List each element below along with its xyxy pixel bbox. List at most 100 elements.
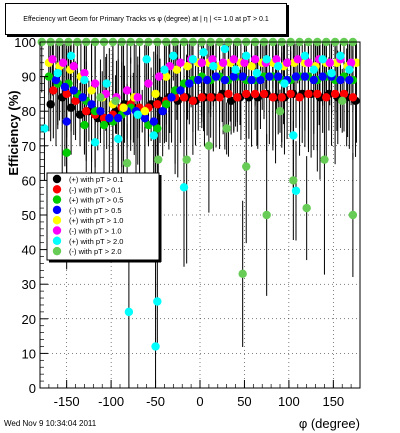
data-point [133, 93, 142, 102]
data-point [289, 131, 298, 140]
data-point [256, 75, 265, 85]
data-point [158, 107, 167, 116]
legend-marker [52, 205, 62, 215]
data-point [154, 155, 163, 164]
data-point [322, 93, 331, 102]
y-tick-label: 70 [22, 139, 36, 154]
data-point [199, 48, 208, 57]
data-point [238, 72, 247, 81]
data-point [250, 55, 260, 64]
legend-label: (+) with pT > 2.0 [69, 237, 123, 246]
legend-label: (+) with pT > 1.0 [69, 216, 123, 225]
data-point [188, 55, 198, 64]
data-point [185, 79, 194, 88]
data-point [197, 58, 206, 67]
data-point [90, 138, 100, 147]
data-point [304, 58, 313, 67]
data-point [274, 62, 283, 71]
data-point [293, 55, 302, 64]
data-point [229, 55, 238, 64]
data-point [265, 72, 274, 81]
data-point [176, 86, 185, 95]
legend-marker [52, 195, 62, 204]
x-tick-label: 100 [278, 394, 300, 409]
data-point [142, 55, 151, 64]
data-point [99, 120, 109, 130]
data-point [188, 96, 198, 106]
legend-label: (+) with pT > 0.1 [69, 175, 123, 184]
data-point [172, 65, 182, 74]
data-point [114, 134, 123, 144]
data-point [291, 72, 301, 81]
data-point [346, 58, 356, 67]
data-point [289, 176, 298, 185]
data-point [153, 297, 162, 306]
legend-marker [52, 216, 62, 225]
data-point [66, 51, 76, 61]
x-tick-label: 50 [237, 394, 251, 409]
data-point [300, 72, 310, 81]
data-point [320, 155, 329, 164]
data-point [40, 124, 49, 133]
data-point [51, 75, 61, 85]
data-point [183, 62, 192, 71]
data-point [69, 62, 78, 71]
y-tick-label: 40 [22, 243, 36, 258]
data-point [169, 51, 178, 61]
y-tick-label: 50 [22, 208, 36, 223]
data-point [162, 100, 171, 109]
data-point [238, 269, 247, 279]
data-point [275, 107, 285, 116]
data-point [309, 65, 318, 74]
data-point [209, 62, 218, 71]
data-point [176, 58, 185, 67]
data-point [222, 124, 231, 133]
data-point [75, 110, 85, 119]
data-point [247, 75, 256, 85]
data-point [327, 68, 336, 78]
data-point [133, 110, 142, 119]
data-point [330, 89, 340, 99]
data-point [338, 96, 347, 106]
legend-marker [52, 226, 62, 235]
data-point [300, 51, 310, 61]
data-point [247, 62, 256, 71]
data-point [151, 89, 160, 99]
data-point [80, 68, 89, 78]
data-point [151, 342, 160, 351]
data-point [345, 75, 354, 85]
data-point [348, 93, 358, 102]
data-point [204, 141, 214, 150]
y-tick-label: 100 [14, 35, 36, 50]
legend: (+) with pT > 0.1(-) with pT > 0.1 (+) wi… [46, 172, 162, 263]
data-point [78, 93, 87, 102]
data-point [252, 68, 262, 78]
data-point [96, 93, 105, 102]
data-point [144, 79, 153, 88]
x-tick-label: -100 [98, 394, 124, 409]
data-point [69, 86, 78, 95]
data-point [231, 65, 240, 74]
axis-tick-labels: 0 10 20 30 40 50 60 70 80 90 100 -150 -100 -50 0 50 100 1… [14, 35, 344, 409]
x-tick-label: -50 [146, 394, 165, 409]
data-point [250, 89, 260, 99]
x-tick-label: 0 [196, 394, 203, 409]
data-point [87, 86, 96, 95]
data-point [277, 93, 286, 102]
x-tick-label: -150 [54, 394, 80, 409]
data-point [348, 210, 358, 220]
data-point [60, 82, 70, 92]
data-point [262, 210, 271, 220]
data-point [153, 124, 162, 133]
data-point [229, 72, 238, 81]
data-point [48, 55, 57, 64]
data-point [339, 89, 349, 99]
data-point [226, 96, 236, 106]
data-point [233, 93, 242, 102]
data-point [259, 89, 269, 99]
legend-label: (-) with pT > 0.1 [69, 185, 122, 194]
y-tick-label: 0 [29, 381, 36, 396]
data-point [336, 51, 345, 61]
data-point [220, 44, 230, 54]
